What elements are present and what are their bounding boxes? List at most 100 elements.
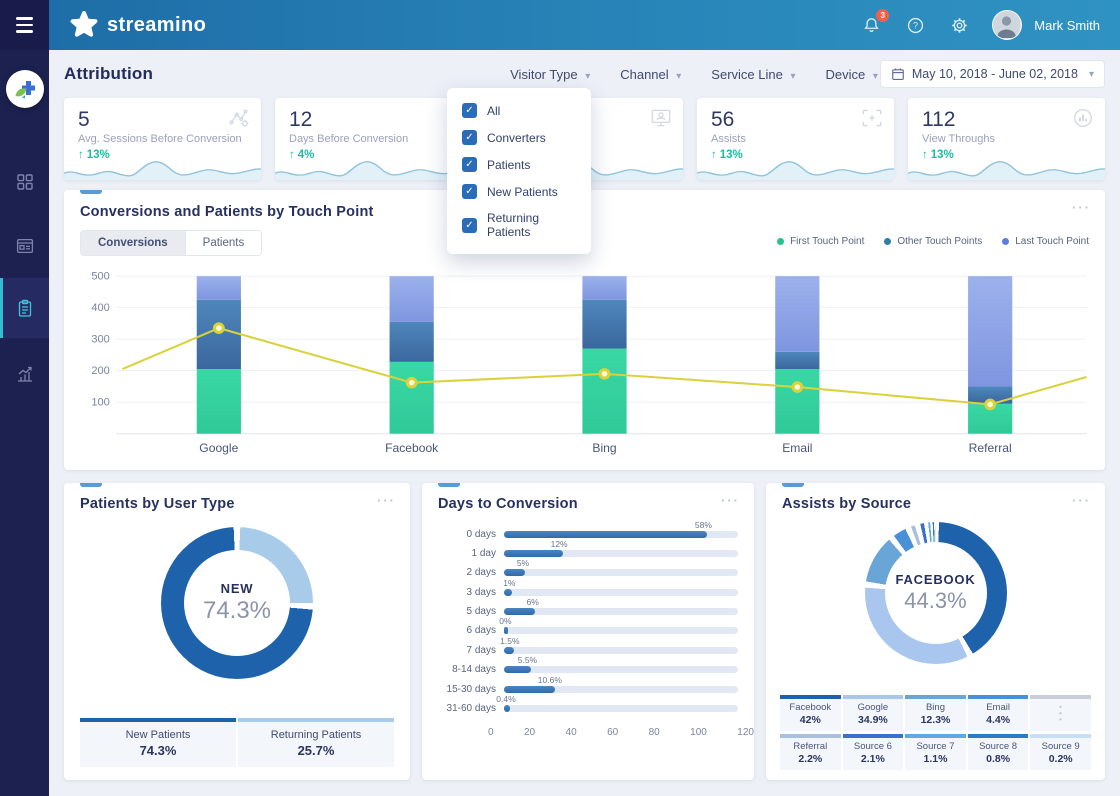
sidebar-item-attribution[interactable] — [0, 278, 49, 338]
days-bar-value: 10.6% — [537, 674, 562, 685]
dropdown-option-new-patients[interactable]: ✓ New Patients — [447, 178, 591, 205]
source-label: Source 9 — [1041, 741, 1080, 752]
days-bar-row-8-14-days: 8-14 days 5.5% — [438, 655, 738, 676]
chevron-down-icon: ▾ — [676, 70, 682, 82]
tab-conversions[interactable]: Conversions — [81, 231, 185, 255]
user-avatar[interactable] — [992, 10, 1023, 40]
card-menu-button[interactable]: ··· — [377, 493, 396, 508]
days-bar-fill — [504, 530, 707, 538]
sidebar-item-dashboard[interactable] — [0, 154, 49, 210]
checkbox-checked-icon[interactable]: ✓ — [462, 184, 477, 199]
sidebar-app-logo[interactable] — [5, 70, 44, 108]
donut-center-value: 44.3% — [904, 588, 967, 613]
chart-tabs: Conversions Patients — [80, 230, 263, 256]
help-button[interactable]: ? — [904, 14, 926, 36]
days-bar-value: 12% — [550, 538, 568, 549]
card-menu-button[interactable]: ··· — [721, 493, 740, 508]
top-bar: streamino 3 ? — [0, 0, 1120, 50]
days-bar-fill — [504, 549, 563, 557]
settings-button[interactable] — [948, 14, 970, 36]
card-menu-button[interactable]: ··· — [1072, 493, 1091, 508]
checkbox-checked-icon[interactable]: ✓ — [462, 217, 477, 233]
patients-legend-cell-returning-patients: Returning Patients 25.7% — [238, 718, 394, 767]
assists-cell-source-8: Source 8 0.8% — [967, 734, 1029, 770]
page-header: Attribution Visitor Type ▾ Channel ▾ Servi… — [64, 50, 1105, 98]
filter-visitor-type[interactable]: Visitor Type ▾ — [510, 66, 591, 82]
ellipsis-vertical-icon[interactable]: ··· — [1053, 704, 1069, 724]
tab-patients[interactable]: Patients — [184, 231, 262, 255]
filter-channel[interactable]: Channel ▾ — [620, 66, 682, 82]
legend-item-first-touch-point[interactable]: First Touch Point — [777, 236, 864, 247]
assists-table-menu-cell[interactable]: ··· — [1030, 695, 1091, 731]
dropdown-option-converters[interactable]: ✓ Converters — [447, 124, 591, 151]
kpi-card-avg-sessions-before-conversion: 5 Avg. Sessions Before Conversion ↑ 13% — [64, 98, 261, 180]
x-axis-tick: 60 — [607, 726, 619, 738]
filter-device[interactable]: Device ▾ — [825, 66, 878, 82]
days-bar-track: 12% — [504, 539, 738, 557]
checkbox-checked-icon[interactable]: ✓ — [462, 130, 477, 145]
source-label: Facebook — [789, 702, 832, 713]
card-accent-dash — [80, 190, 102, 194]
user-name[interactable]: Mark Smith — [1034, 17, 1100, 33]
days-bar-track: 6% — [504, 597, 738, 616]
source-label: Google — [857, 702, 889, 713]
filter-service-line[interactable]: Service Line ▾ — [711, 66, 796, 82]
assists-cell-email: Email 4.4% — [967, 695, 1029, 731]
days-bar-value: 0.4% — [496, 694, 516, 705]
visitor-type-dropdown: ✓ All ✓ Converters ✓ Patients ✓ New Patients ✓ Re… — [447, 88, 591, 254]
legend-dot — [777, 238, 785, 245]
notifications-button[interactable]: 3 — [860, 9, 890, 36]
monitor-user-icon — [649, 107, 673, 134]
touchpoint-chart-card: Conversions and Patients by Touch Point … — [64, 190, 1105, 470]
kpi-sparkline — [908, 161, 1105, 180]
patients-by-user-type-card: Patients by User Type ··· NEW 74.3% New … — [64, 483, 410, 780]
svg-text:400: 400 — [91, 302, 109, 314]
dropdown-option-returning-patients[interactable]: ✓ Returning Patients — [447, 205, 591, 245]
menu-toggle[interactable] — [0, 0, 49, 50]
days-bar-track: 0.4% — [496, 694, 738, 713]
checkbox-checked-icon[interactable]: ✓ — [462, 157, 477, 172]
sidebar-item-reports[interactable] — [0, 218, 49, 274]
days-bar-fill — [504, 646, 514, 654]
source-label: Bing — [925, 702, 945, 713]
source-value: 0.2% — [1048, 753, 1073, 765]
days-bar-fill — [504, 569, 526, 577]
days-row-label: 31-60 days — [446, 703, 496, 715]
days-bar-row-3-days: 3 days 1% — [438, 578, 738, 598]
days-bar-value: 58% — [694, 519, 712, 530]
x-axis-tick: 40 — [565, 726, 577, 738]
source-label: Referral — [793, 741, 828, 752]
days-row-label: 8-14 days — [452, 664, 496, 676]
days-bar-value: 5.5% — [517, 655, 538, 666]
legend-item-last-touch-point[interactable]: Last Touch Point — [1002, 236, 1089, 247]
chevron-down-icon: ▾ — [872, 70, 878, 82]
donut-center-value: 74.3% — [202, 597, 272, 624]
date-range-picker[interactable]: May 10, 2018 - June 02, 2018 ▾ — [879, 60, 1105, 88]
dropdown-option-all[interactable]: ✓ All — [447, 97, 591, 124]
patients-card-title: Patients by User Type — [80, 496, 235, 512]
donut-center: NEW 74.3% — [161, 527, 313, 679]
card-menu-button[interactable]: ··· — [1072, 200, 1091, 215]
legend-dot — [884, 238, 892, 245]
kpi-value: 12 — [289, 108, 313, 131]
dropdown-option-patients[interactable]: ✓ Patients — [447, 151, 591, 178]
days-bar-value: 6% — [526, 597, 539, 608]
legend-label: Last Touch Point — [1015, 236, 1089, 247]
days-bar-row-31-60-days: 31-60 days 0.4% — [438, 694, 738, 715]
brand-logo[interactable]: streamino — [70, 11, 206, 39]
days-card-title: Days to Conversion — [438, 496, 578, 512]
source-value: 0.8% — [986, 753, 1011, 765]
days-bar-fill — [504, 666, 532, 674]
x-axis-tick: 0 — [488, 726, 494, 738]
days-bar-value: 5% — [516, 558, 530, 569]
checkbox-checked-icon[interactable]: ✓ — [462, 103, 477, 118]
assists-cell-referral: Referral 2.2% — [780, 734, 841, 770]
legend-item-other-touch-points[interactable]: Other Touch Points — [884, 236, 982, 247]
x-axis-tick: 80 — [648, 726, 660, 738]
assists-source-table: Facebook 42% Google 34.9% Bing 12.3% Email 4.4%… — [780, 695, 1091, 770]
star-logo-icon — [70, 11, 98, 37]
medical-cross-leaf-icon — [15, 81, 35, 99]
sidebar-item-analytics[interactable] — [0, 346, 49, 402]
donut-center-label: NEW — [220, 581, 254, 596]
chart-legend: First Touch Point Other Touch Points Last … — [777, 236, 1089, 247]
